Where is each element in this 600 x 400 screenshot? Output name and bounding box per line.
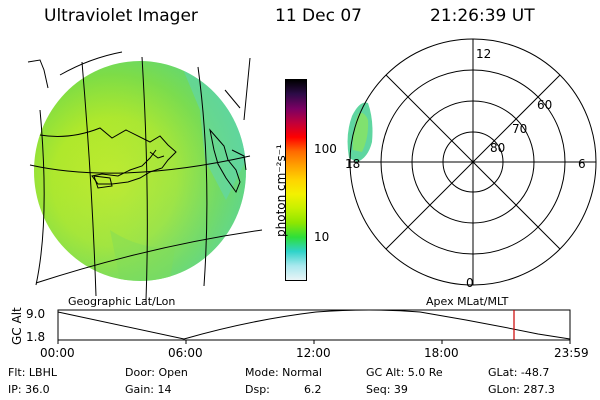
apex-label: Apex MLat/MLT xyxy=(426,295,509,308)
instrument-title: Ultraviolet Imager xyxy=(44,6,198,26)
alt-ytick-9: 9.0 xyxy=(26,307,46,321)
polar-label-lat-60: 60 xyxy=(537,98,553,112)
alt-xtick-1200: 12:00 xyxy=(296,346,331,360)
altitude-curve xyxy=(57,309,571,340)
coastlines xyxy=(39,127,247,194)
param-door: Door: Open xyxy=(125,366,188,379)
alt-xtick-0000: 00:00 xyxy=(40,346,75,360)
earth-disk xyxy=(34,61,246,281)
alt-ytick-1.8: 1.8 xyxy=(26,330,46,344)
color-scale-gradient xyxy=(286,80,306,280)
polar-label-mlt-12: 12 xyxy=(476,47,492,61)
colorbar-tick-100: 100 xyxy=(314,142,337,156)
alt-xtick-1800: 18:00 xyxy=(424,346,459,360)
alt-xtick-2359: 23:59 xyxy=(554,346,589,360)
param-filter: Flt: LBHL xyxy=(8,366,57,379)
param-dsp-value: 6.2 xyxy=(304,383,322,396)
polar-label-mlt-18: 18 xyxy=(345,157,361,171)
param-gain: Gain: 14 xyxy=(125,383,172,396)
time-label: 21:26:39 UT xyxy=(430,6,535,26)
color-scale xyxy=(285,79,307,281)
geographic-label: Geographic Lat/Lon xyxy=(68,295,176,308)
polar-diagonal-2 xyxy=(385,74,561,250)
alt-xtick-0600: 06:00 xyxy=(168,346,203,360)
date-label: 11 Dec 07 xyxy=(275,6,362,26)
polar-label-mlt-0: 0 xyxy=(466,276,474,290)
param-mode: Mode: Normal xyxy=(245,366,322,379)
polar-label-lat-70: 70 xyxy=(512,122,528,136)
param-dsp-label: Dsp: xyxy=(245,383,270,396)
geographic-grid xyxy=(27,51,263,301)
param-ip: IP: 36.0 xyxy=(8,383,50,396)
param-gc-alt: GC Alt: 5.0 Re xyxy=(366,366,443,379)
param-glon: GLon: 287.3 xyxy=(488,383,555,396)
polar-label-lat-80: 80 xyxy=(490,141,506,155)
param-seq: Seq: 39 xyxy=(366,383,408,396)
param-glat: GLat: -48.7 xyxy=(488,366,550,379)
colorbar-tick-10: 10 xyxy=(314,230,330,244)
polar-label-mlt-6: 6 xyxy=(578,157,586,171)
